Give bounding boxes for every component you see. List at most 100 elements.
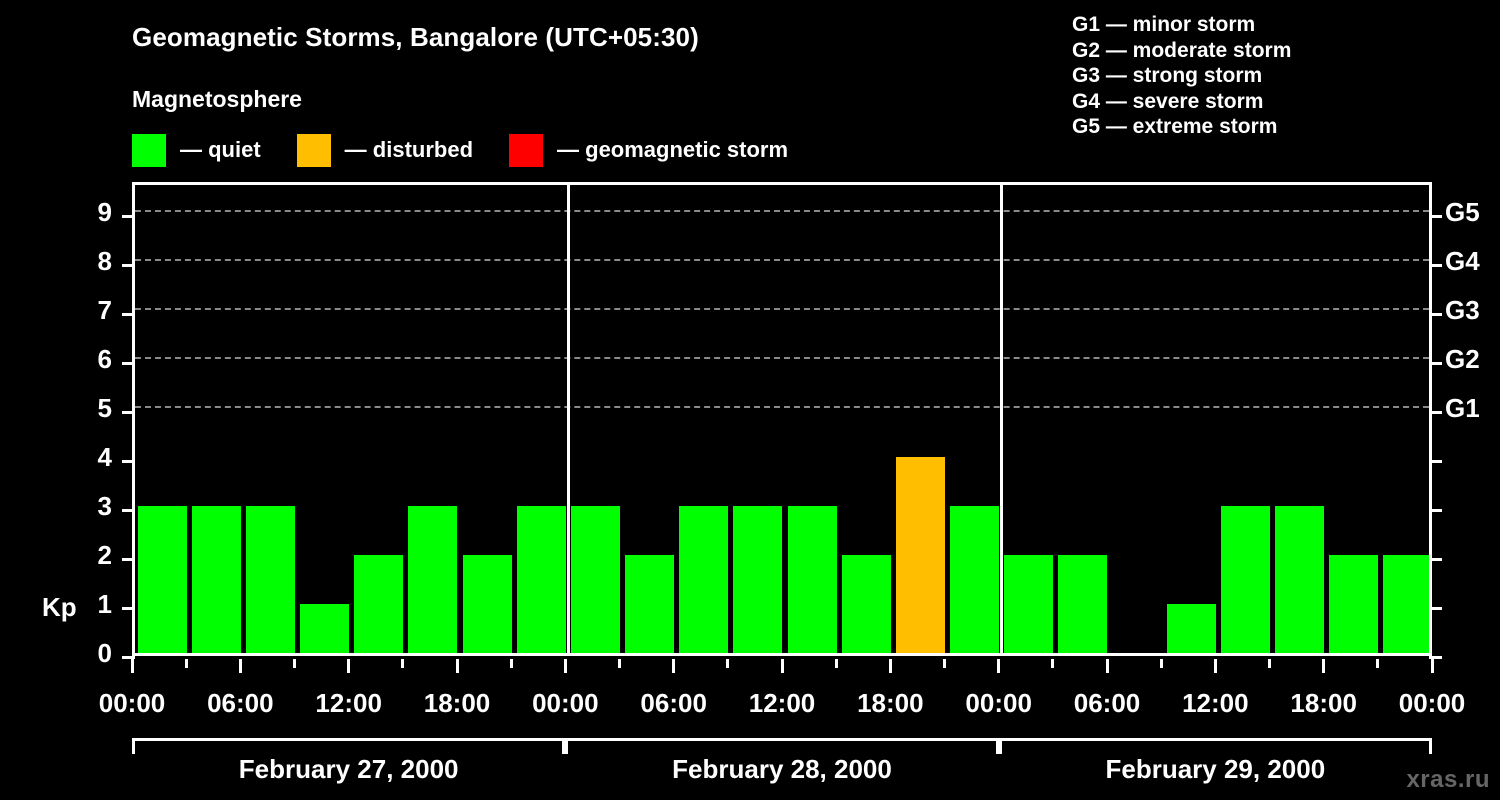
x-axis-tick [1051,659,1055,668]
x-axis-tick [943,659,946,668]
y-axis-tick [122,313,135,317]
x-axis-tick [130,659,134,673]
gridline [135,308,1429,311]
y-axis-tick-label: 8 [97,246,112,277]
y-axis-tick-label: 7 [97,295,112,326]
kp-bar [1058,555,1108,653]
gridline [135,406,1429,409]
y-axis-tick [122,656,135,659]
x-axis-tick-label: 18:00 [1290,688,1357,718]
y-axis-tick [122,460,135,464]
g-axis-tick-label: G4 [1445,246,1480,277]
y-axis-tick-label: 1 [97,589,112,620]
kp-bar [1004,555,1054,653]
right-axis-tick [1429,215,1442,219]
y-axis-tick-label: 0 [97,638,112,668]
x-axis-tick [726,659,730,668]
kp-bar [408,506,458,653]
x-axis-tick [401,659,405,668]
y-axis-tick [122,362,135,366]
y-axis-title: Kp [42,592,77,622]
gridline [135,357,1429,360]
day-label: February 29, 2000 [1105,754,1326,784]
kp-bar [733,506,783,653]
x-axis-tick-label: 06:00 [640,688,707,718]
x-axis-tick [1213,659,1217,673]
x-axis-tick-label: 12:00 [1182,688,1249,718]
right-axis-tick [1429,460,1442,464]
x-axis-tick-label: 12:00 [748,688,816,718]
legend-item: — quiet [132,133,261,167]
legend-heading: Magnetosphere [132,86,302,112]
kp-bar [679,506,729,653]
x-axis-tick-label: 00:00 [965,688,1032,718]
legend-item: — disturbed [296,133,474,167]
g-scale-row: G3 — strong storm [1072,64,1263,87]
plot-area [122,182,1442,659]
kp-bar [950,506,1000,653]
x-axis-tick [293,659,296,668]
kp-bar [895,457,945,653]
kp-bar [841,555,891,653]
kp-bar [462,555,512,653]
day-bracket [132,738,566,754]
day-separator [566,185,570,653]
kp-bar [191,506,241,653]
right-axis-tick [1429,509,1442,513]
y-axis-tick [122,411,135,415]
g-axis-tick-label: G1 [1445,393,1480,424]
x-axis-tick-label: 00:00 [98,688,166,718]
kp-bar [570,506,620,653]
g-scale-row: G1 — minor storm [1072,13,1256,36]
g-axis-tick-label: G5 [1445,197,1480,228]
x-axis-tick-label: 06:00 [207,688,274,718]
g-axis-labels: G1 G2 G3 G4 G5 [1445,182,1500,656]
x-axis-tick-label: 00:00 [1398,688,1466,718]
x-axis-tick [672,659,676,673]
y-axis-tick-label: 5 [97,393,112,424]
right-axis-tick [1429,607,1442,611]
right-axis-tick [1429,264,1442,268]
gridline [135,259,1429,262]
x-axis-tick [618,659,621,668]
day-labels: February 27, 2000 February 28, 2000 Februa… [0,754,1500,794]
x-axis-labels: 00:00 06:00 12:00 18:00 00:00 06:00 12:00 18:00… [0,688,1500,722]
g-axis-tick-label: G3 [1445,295,1480,326]
day-bracket [998,738,1432,754]
day-brackets [132,738,1432,756]
right-axis-tick [1429,313,1442,317]
x-axis-tick [184,659,188,668]
x-axis-tick [1105,659,1109,673]
day-label: February 28, 2000 [672,754,892,784]
legend-item-label: — disturbed [344,137,474,162]
x-axis-tick-label: 06:00 [1073,688,1141,718]
plot-inner [135,185,1429,653]
x-axis-tick-label: 12:00 [315,688,382,718]
kp-bar [245,506,295,653]
x-axis-tick [780,659,784,673]
y-axis-labels: Kp 0 1 2 3 4 5 6 7 8 9 [0,182,122,666]
quiet-swatch [132,133,166,167]
x-axis-tick [997,659,1001,673]
kp-bar [1275,506,1325,653]
kp-bar [300,604,350,653]
kp-bar [787,506,837,653]
g-scale-row: G2 — moderate storm [1072,38,1292,62]
kp-bar [1329,555,1379,653]
kp-bar [516,506,566,653]
right-axis-tick [1429,558,1442,562]
y-axis-tick [122,558,135,562]
kp-bar [1220,506,1270,653]
y-axis-tick-label: 2 [97,540,112,571]
g-scale-row: G4 — severe storm [1072,89,1264,113]
day-label: February 27, 2000 [238,754,459,784]
x-axis-tick [1376,659,1380,668]
x-axis-tick [834,659,838,668]
day-bracket [565,738,999,754]
x-axis-ticks [130,659,1434,673]
gridline [135,210,1429,213]
disturbed-swatch [296,133,331,167]
page-title: Geomagnetic Storms, Bangalore (UTC+05:30… [132,22,699,52]
x-axis-tick-label: 00:00 [532,688,599,718]
